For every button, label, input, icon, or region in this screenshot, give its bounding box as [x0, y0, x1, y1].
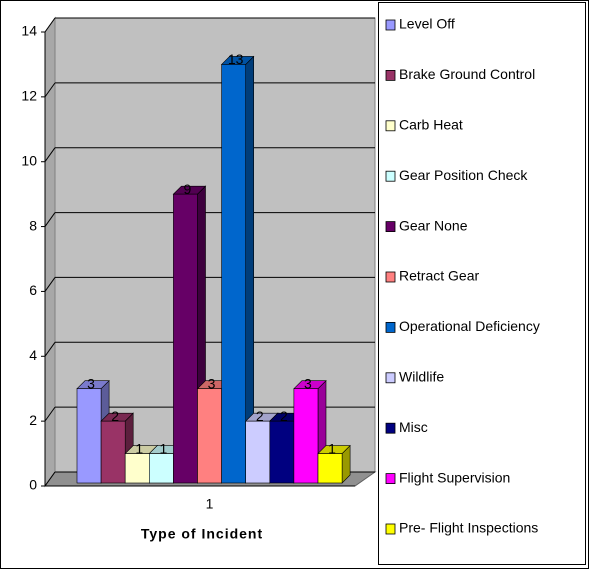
bar: [269, 420, 295, 484]
legend-swatch: [385, 422, 396, 434]
x-axis-label: Type of Incident: [141, 526, 263, 542]
data-label: 9: [184, 181, 192, 197]
grid-line: [44, 147, 56, 163]
legend-label: Brake Ground Control: [399, 66, 535, 82]
bar: [245, 420, 271, 484]
y-tick-label: 6: [29, 282, 37, 298]
bar: [293, 388, 319, 484]
y-tick-label: 12: [21, 88, 37, 104]
legend-swatch: [385, 70, 396, 81]
legend-label: Misc: [399, 419, 428, 435]
y-tick-label: 8: [29, 217, 37, 233]
legend-swatch: [385, 372, 396, 384]
y-tick-label: 0: [29, 477, 37, 493]
grid-line: [44, 277, 56, 292]
bar: [221, 64, 247, 484]
legend-label: Pre- Flight Inspections: [399, 520, 538, 536]
legend-swatch: [385, 271, 396, 283]
data-label: 1: [328, 440, 336, 456]
y-tick-label: 2: [29, 412, 37, 428]
bar: [317, 453, 343, 484]
data-label: 3: [87, 375, 95, 391]
grid-line: [44, 341, 56, 357]
bar: [149, 453, 174, 484]
grid-line: [44, 406, 56, 422]
legend-label: Gear None: [399, 217, 468, 233]
data-label: 2: [256, 408, 264, 424]
legend-label: Retract Gear: [399, 268, 479, 284]
legend-label: Level Off: [399, 16, 455, 32]
data-label: 1: [159, 440, 167, 456]
side-wall: [44, 16, 56, 488]
data-label: 2: [280, 408, 288, 424]
bar: [124, 453, 150, 484]
data-label: 3: [208, 375, 216, 391]
grid-line: [44, 17, 56, 33]
data-label: 13: [228, 51, 244, 67]
y-tick-label: 4: [29, 347, 37, 363]
grid-line: [44, 212, 56, 227]
y-tick-label: 10: [21, 152, 37, 168]
grid-line: [44, 471, 56, 487]
legend-swatch: [385, 170, 396, 182]
data-label: 3: [304, 375, 312, 391]
y-tick-label: 14: [21, 23, 37, 39]
bar: [100, 420, 126, 484]
bar: [76, 388, 102, 484]
grid-line: [44, 82, 56, 98]
legend-label: Gear Position Check: [399, 167, 528, 183]
legend-box: [378, 2, 586, 565]
legend-label: Flight Supervision: [399, 469, 510, 485]
data-label: 1: [135, 440, 143, 456]
legend-swatch: [385, 120, 396, 132]
legend-swatch: [385, 321, 396, 333]
legend-swatch: [385, 19, 396, 31]
legend-label: Operational Deficiency: [399, 318, 540, 334]
legend-swatch: [385, 221, 396, 233]
legend-label: Carb Heat: [399, 117, 463, 133]
data-label: 2: [111, 408, 119, 424]
legend-label: Wildlife: [399, 369, 444, 385]
legend-swatch: [385, 473, 396, 485]
bar: [173, 193, 198, 484]
legend-swatch: [385, 523, 396, 535]
bar: [197, 388, 222, 484]
x-tick-label: 1: [206, 496, 214, 512]
